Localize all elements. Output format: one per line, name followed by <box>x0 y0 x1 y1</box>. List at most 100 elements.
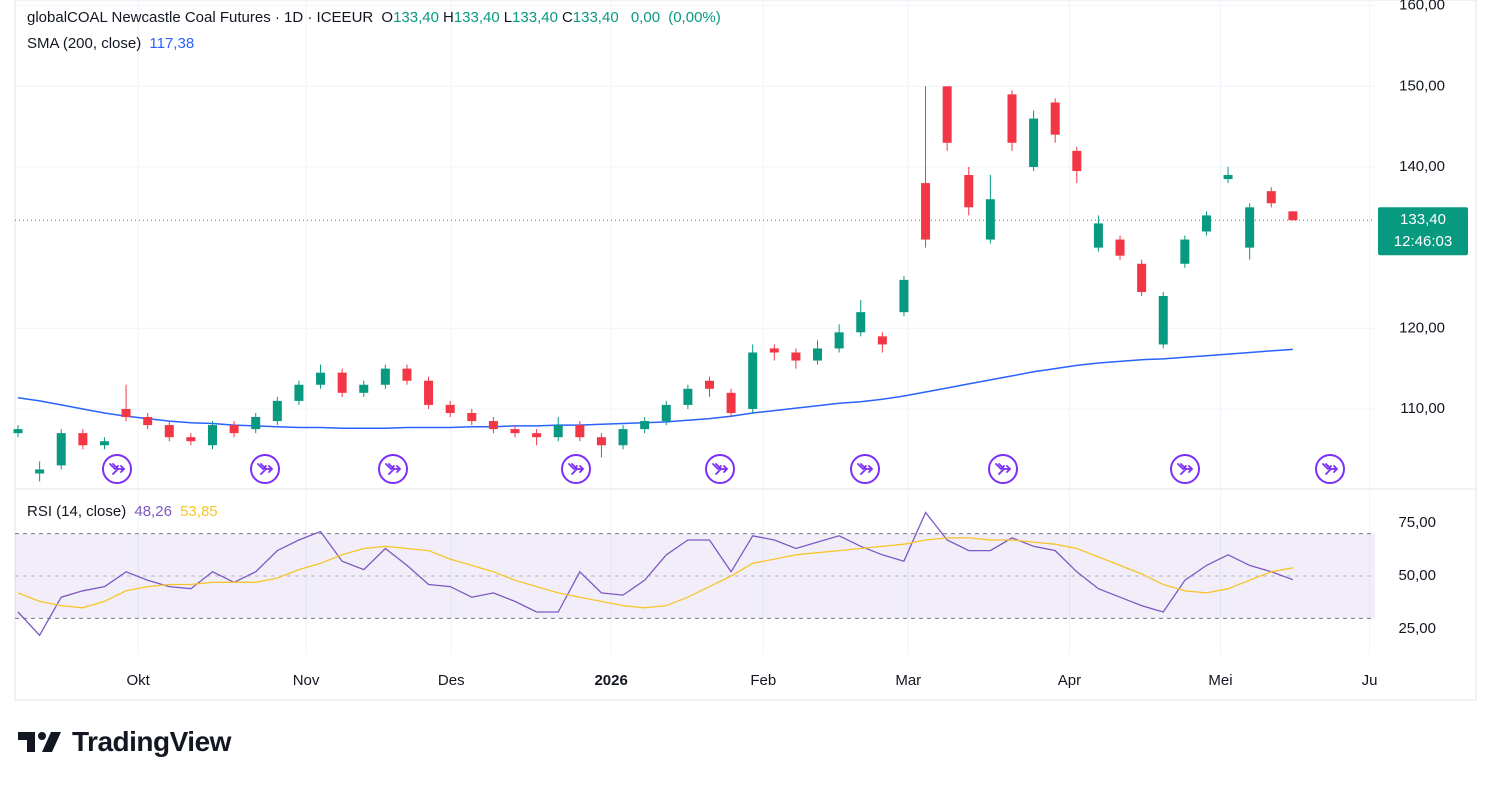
candle-body <box>424 380 434 405</box>
y-tick-label: 50,00 <box>1398 567 1436 584</box>
event-icon-arrow <box>568 463 585 475</box>
event-icon[interactable] <box>850 454 880 484</box>
event-icon[interactable] <box>1315 454 1345 484</box>
candle-body <box>56 433 66 466</box>
ohlc-value: 133,40 <box>572 9 619 26</box>
event-icon-arrow <box>857 463 874 475</box>
rsi-ma-value: 53,85 <box>180 503 218 520</box>
candle-body <box>1245 207 1255 248</box>
candle-body <box>316 372 326 385</box>
candle-body <box>207 425 217 446</box>
candle-body <box>13 429 23 434</box>
candle-body <box>683 388 693 405</box>
candle-body <box>467 412 477 422</box>
rsi-legend: RSI (14, close) 48,26 53,85 <box>27 503 222 520</box>
brand-logo <box>18 732 61 752</box>
rsi-ma-line <box>17 537 1294 609</box>
candle-body <box>921 183 931 240</box>
ohlc: O133,40 H133,40 L133,40 C133,40 <box>381 9 622 26</box>
brand[interactable]: TradingView <box>18 726 231 758</box>
event-icon[interactable] <box>988 454 1018 484</box>
candle-body <box>1201 215 1211 232</box>
ohlc-value: 133,40 <box>512 9 558 26</box>
event-icon[interactable] <box>1170 454 1200 484</box>
candle-body <box>510 429 520 434</box>
candle-body <box>1093 223 1103 248</box>
candle-body <box>402 368 412 381</box>
ohlc-key: O <box>381 9 394 26</box>
event-icon-arrow <box>109 463 126 475</box>
candle-body <box>35 469 45 474</box>
candle-body <box>1180 239 1190 264</box>
candle-body <box>942 86 952 143</box>
x-tick-label: 2026 <box>594 672 627 689</box>
candle-body <box>596 437 606 446</box>
candle-body <box>813 348 823 361</box>
candle-body <box>704 380 714 389</box>
candle-body <box>1158 296 1168 345</box>
rsi-name: RSI (14, close) <box>27 503 127 520</box>
rsi-line <box>17 511 1294 637</box>
candle-body <box>229 425 239 434</box>
y-tick-label: 75,00 <box>1398 514 1436 531</box>
candle-body <box>1223 175 1233 180</box>
event-icon[interactable] <box>378 454 408 484</box>
candle-body <box>834 332 844 349</box>
candle-body <box>186 437 196 442</box>
y-tick-label: 160,00 <box>1399 0 1445 14</box>
ohlc-value: 133,40 <box>453 9 500 26</box>
brand-name: TradingView <box>72 726 231 757</box>
candle-body <box>726 392 736 413</box>
candle-body <box>1072 150 1082 172</box>
ohlc-key: L <box>503 9 513 26</box>
candle-body <box>899 279 909 313</box>
change: 0,00 <box>630 9 661 26</box>
main-legend: globalCOAL Newcastle Coal Futures · 1D ·… <box>27 9 725 26</box>
symbol-title: globalCOAL Newcastle Coal Futures · 1D ·… <box>27 9 374 26</box>
y-tick-label: 150,00 <box>1399 77 1445 94</box>
x-tick-label: Okt <box>126 672 150 689</box>
sma-legend: SMA (200, close) 117,38 <box>27 35 198 52</box>
candle-body <box>78 433 88 446</box>
event-icon[interactable] <box>250 454 280 484</box>
change-pct: (0,00%) <box>668 9 721 26</box>
candle-body <box>1137 263 1147 292</box>
event-icon[interactable] <box>705 454 735 484</box>
candle-body <box>1050 102 1060 135</box>
event-icon-arrow <box>257 463 274 475</box>
candle-body <box>99 441 109 446</box>
event-icon[interactable] <box>102 454 132 484</box>
sma-name: SMA (200, close) <box>27 35 142 52</box>
candle-body <box>294 384 304 401</box>
event-icon-arrow <box>385 463 402 475</box>
rsi-value: 48,26 <box>134 503 172 520</box>
candle-body <box>532 433 542 438</box>
candle-body <box>791 352 801 361</box>
candle-body <box>553 425 563 438</box>
candle-body <box>640 421 650 430</box>
candle-body <box>964 175 974 208</box>
last-price-label: 133,40 <box>1400 211 1446 228</box>
event-icon-arrow <box>1322 463 1339 475</box>
candle-body <box>985 199 995 240</box>
candle-body <box>877 336 887 345</box>
x-tick-label: Apr <box>1058 672 1081 689</box>
candle-body <box>1029 118 1039 167</box>
last-price-tag <box>1378 207 1468 256</box>
candle-body <box>1007 94 1017 143</box>
y-tick-label: 110,00 <box>1400 400 1445 417</box>
candle-body <box>856 312 866 333</box>
y-tick-label: 120,00 <box>1399 319 1445 336</box>
sma-value: 117,38 <box>149 35 195 52</box>
candle-body <box>380 368 390 385</box>
y-tick-label: 25,00 <box>1398 620 1436 637</box>
candle-body <box>618 429 628 446</box>
candle-body <box>575 425 585 438</box>
event-icon[interactable] <box>561 454 591 484</box>
sma-line <box>17 348 1293 430</box>
candle-body <box>748 352 758 409</box>
x-tick-label: Des <box>438 672 465 689</box>
event-icon-arrow <box>1177 463 1194 475</box>
candle-body <box>1288 211 1298 221</box>
